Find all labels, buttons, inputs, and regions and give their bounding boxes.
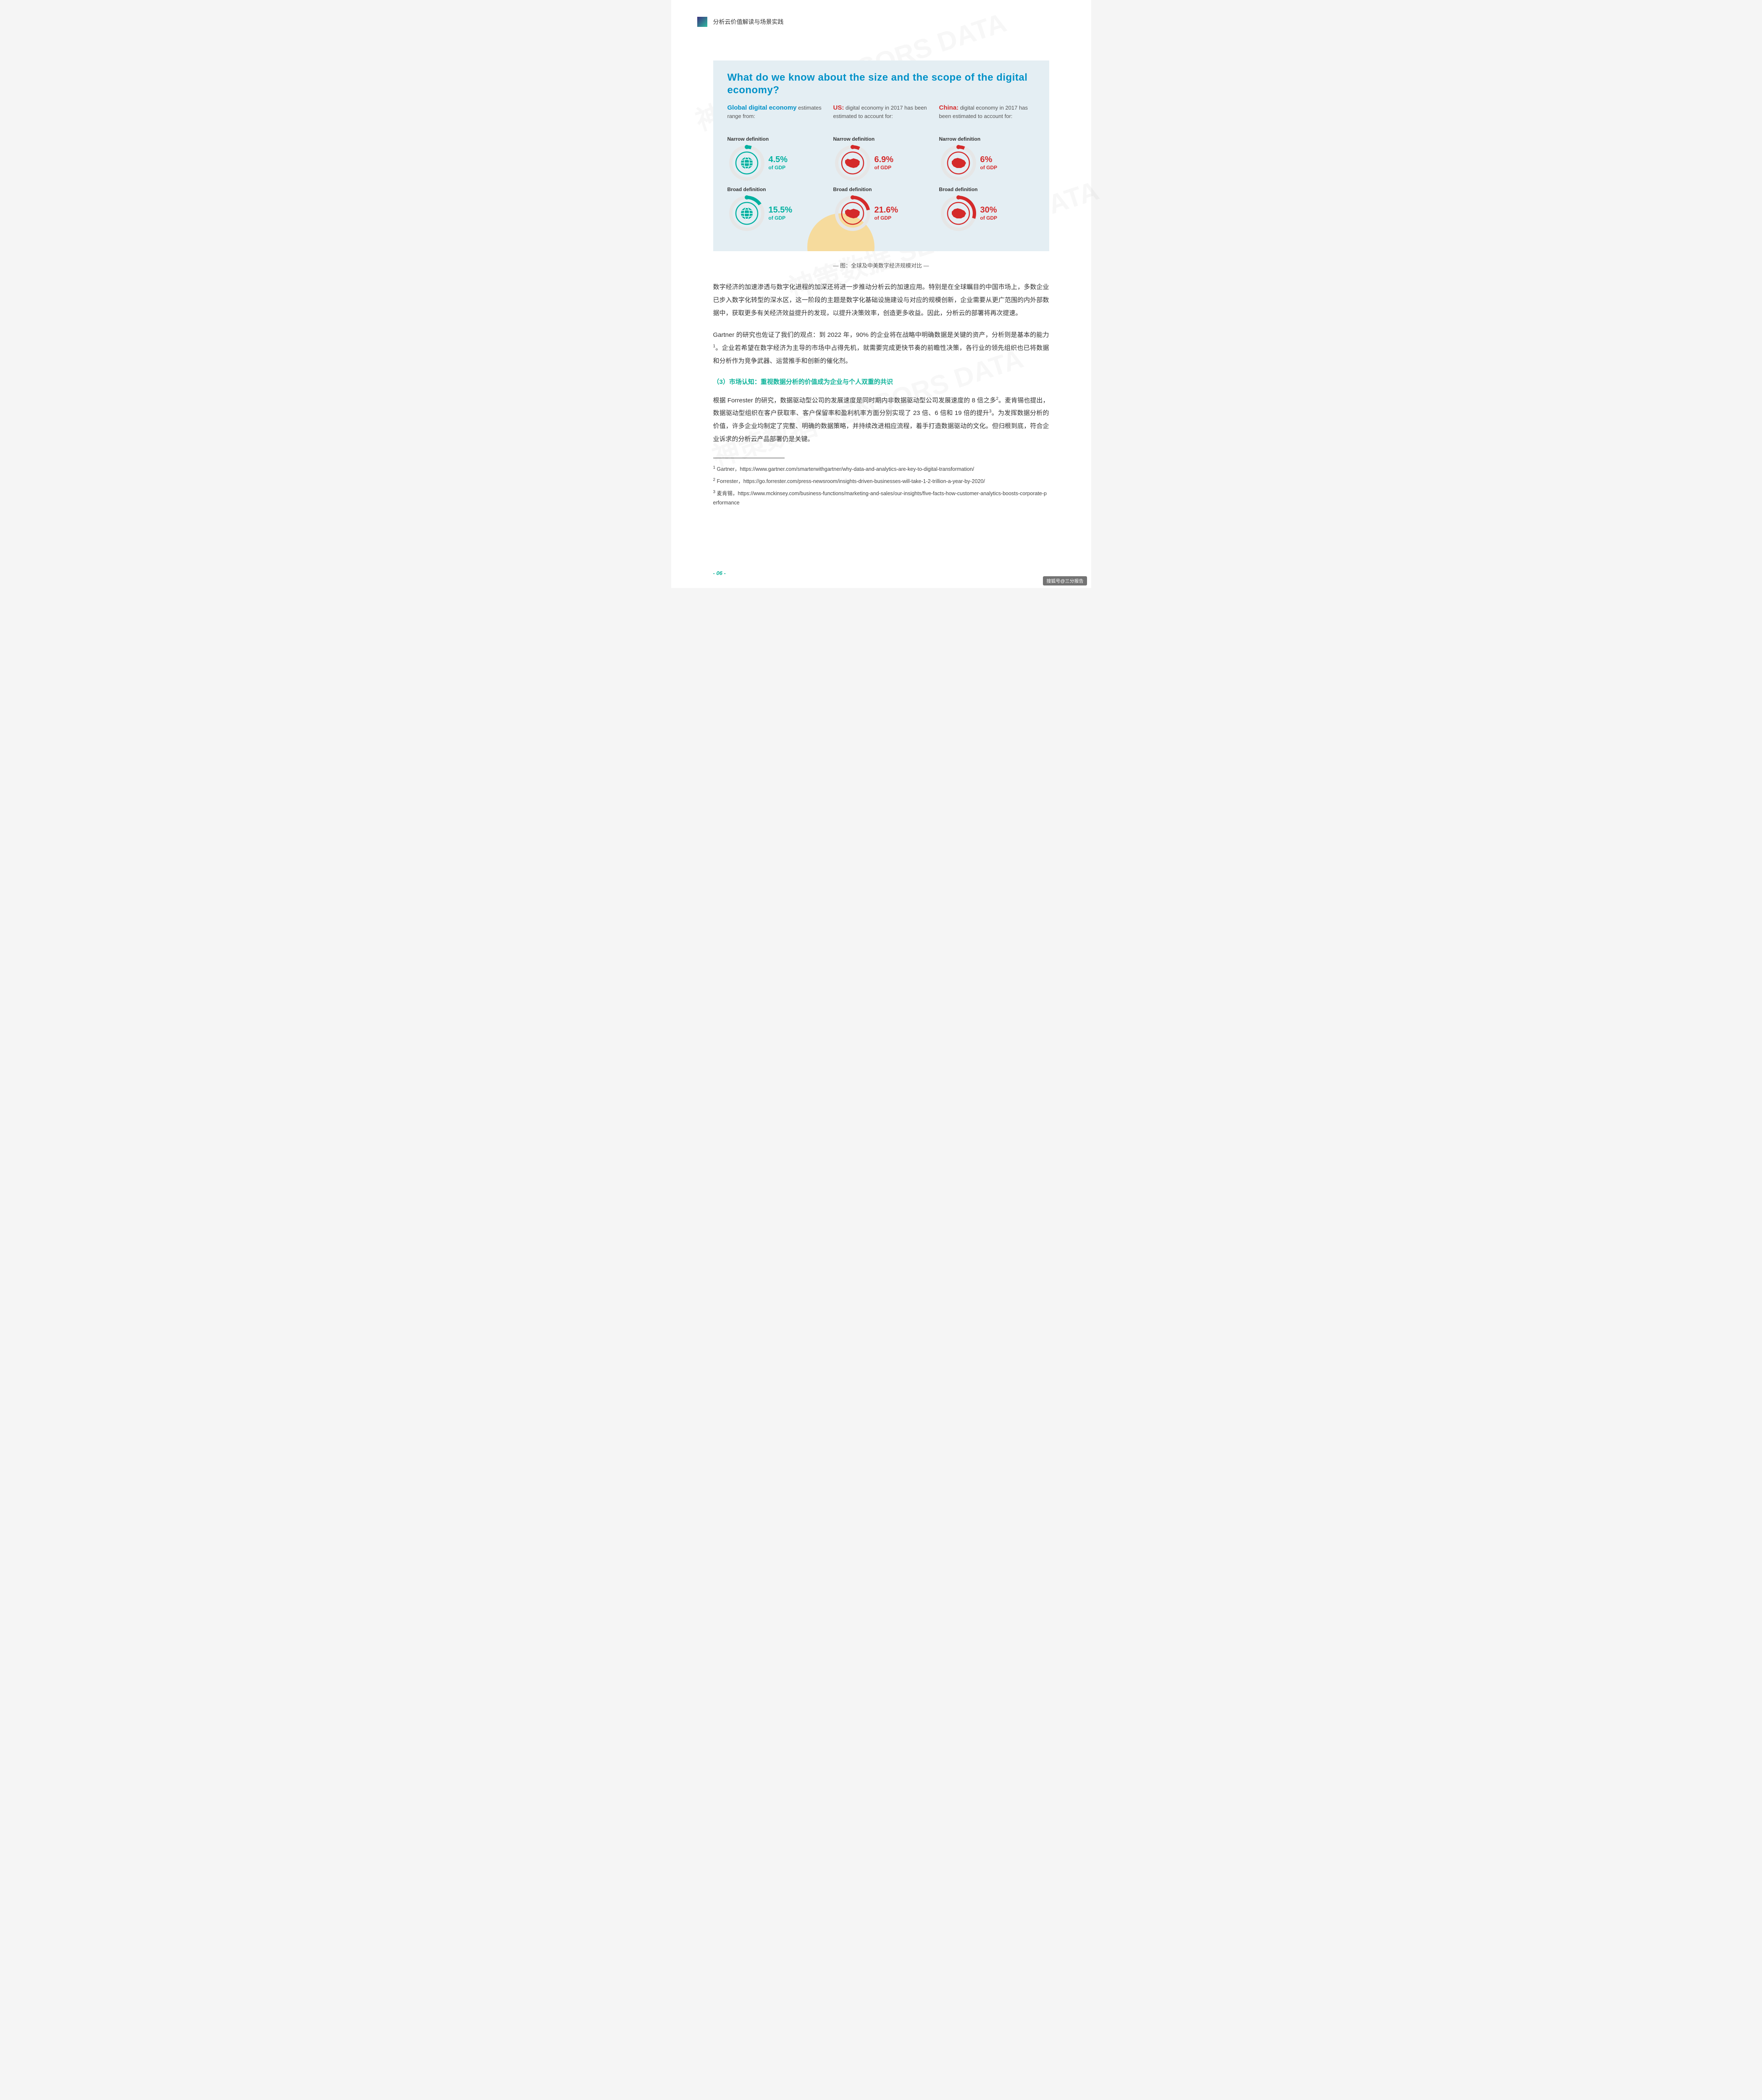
broad-ring-row: 21.6% of GDP <box>833 194 929 233</box>
para2-part-b: 。企业若希望在数字经济为主导的市场中占得先机，就需要完成更快节奏的前瞻性决策，各… <box>713 344 1049 365</box>
para3-part-a: 根据 Forrester 的研究，数据驱动型公司的发展速度是同时期内非数据驱动型… <box>713 397 996 404</box>
footnotes-block: 1 Gartner，https://www.gartner.com/smarte… <box>713 464 1049 507</box>
narrow-definition-label: Narrow definition <box>939 136 1035 142</box>
broad-pct: 21.6% <box>874 206 898 214</box>
header-swatch-icon <box>697 17 707 27</box>
gdp-suffix: of GDP <box>874 215 898 221</box>
column-lead: China: <box>939 104 959 111</box>
narrow-ring-row: 6.9% of GDP <box>833 144 929 182</box>
column-heading: US: digital economy in 2017 has been est… <box>833 103 929 133</box>
broad-value: 30% of GDP <box>980 206 998 221</box>
broad-definition-label: Broad definition <box>727 186 823 192</box>
infographic-column: China: digital economy in 2017 has been … <box>939 103 1035 237</box>
donut-ring-icon <box>939 194 978 233</box>
narrow-ring-row: 4.5% of GDP <box>727 144 823 182</box>
narrow-pct: 6% <box>980 155 998 164</box>
footnote: 1 Gartner，https://www.gartner.com/smarte… <box>713 464 1049 474</box>
donut-ring-icon <box>939 144 978 182</box>
column-lead: Global digital economy <box>727 104 797 111</box>
section-heading: （3）市场认知：重视数据分析的价值成为企业与个人双重的共识 <box>713 377 1049 386</box>
narrow-value: 4.5% of GDP <box>769 155 788 171</box>
narrow-value: 6.9% of GDP <box>874 155 894 171</box>
donut-ring-icon <box>833 194 872 233</box>
narrow-ring-row: 6% of GDP <box>939 144 1035 182</box>
column-heading: Global digital economy estimates range f… <box>727 103 823 133</box>
broad-value: 15.5% of GDP <box>769 206 793 221</box>
donut-ring-icon <box>727 194 766 233</box>
broad-definition-label: Broad definition <box>939 186 1035 192</box>
gdp-suffix: of GDP <box>769 215 793 221</box>
narrow-value: 6% of GDP <box>980 155 998 171</box>
broad-ring-row: 30% of GDP <box>939 194 1035 233</box>
para2-part-a: Gartner 的研究也佐证了我们的观点：到 2022 年，90% 的企业将在战… <box>713 331 1049 339</box>
gdp-suffix: of GDP <box>874 165 894 171</box>
infographic-panel: What do we know about the size and the s… <box>713 60 1049 251</box>
page-number: - 06 - <box>713 570 726 576</box>
infographic-column: US: digital economy in 2017 has been est… <box>833 103 929 237</box>
paragraph-2: Gartner 的研究也佐证了我们的观点：到 2022 年，90% 的企业将在战… <box>713 329 1049 368</box>
broad-value: 21.6% of GDP <box>874 206 898 221</box>
infographic-title: What do we know about the size and the s… <box>727 71 1035 97</box>
gdp-suffix: of GDP <box>980 215 998 221</box>
infographic-column: Global digital economy estimates range f… <box>727 103 823 237</box>
document-page: 神策数据 SENSORS DATA 神策数据 SENSORS DATA 神策数据… <box>671 0 1091 588</box>
column-rest: digital economy in 2017 has been estimat… <box>833 105 927 119</box>
donut-ring-icon <box>833 144 872 182</box>
figure-caption: — 图：全球及中美数字经济规模对比 — <box>713 261 1049 269</box>
gdp-suffix: of GDP <box>980 165 998 171</box>
column-lead: US: <box>833 104 844 111</box>
narrow-pct: 6.9% <box>874 155 894 164</box>
broad-pct: 30% <box>980 206 998 214</box>
paragraph-3: 根据 Forrester 的研究，数据驱动型公司的发展速度是同时期内非数据驱动型… <box>713 394 1049 446</box>
narrow-definition-label: Narrow definition <box>727 136 823 142</box>
gdp-suffix: of GDP <box>769 165 788 171</box>
footnote: 2 Forrester，https://go.forrester.com/pre… <box>713 476 1049 486</box>
column-heading: China: digital economy in 2017 has been … <box>939 103 1035 133</box>
header-title: 分析云价值解读与场景实践 <box>713 18 784 26</box>
source-tag: 搜狐号@三分报告 <box>1043 576 1087 585</box>
paragraph-1: 数字经济的加速渗透与数字化进程的加深还将进一步推动分析云的加速应用。特别是在全球… <box>713 281 1049 320</box>
donut-ring-icon <box>727 144 766 182</box>
broad-ring-row: 15.5% of GDP <box>727 194 823 233</box>
infographic-columns: Global digital economy estimates range f… <box>727 103 1035 237</box>
narrow-definition-label: Narrow definition <box>833 136 929 142</box>
broad-pct: 15.5% <box>769 206 793 214</box>
broad-definition-label: Broad definition <box>833 186 929 192</box>
footnote: 3 麦肯锡，https://www.mckinsey.com/business-… <box>713 488 1049 507</box>
narrow-pct: 4.5% <box>769 155 788 164</box>
page-header: 分析云价值解读与场景实践 <box>713 17 1049 27</box>
